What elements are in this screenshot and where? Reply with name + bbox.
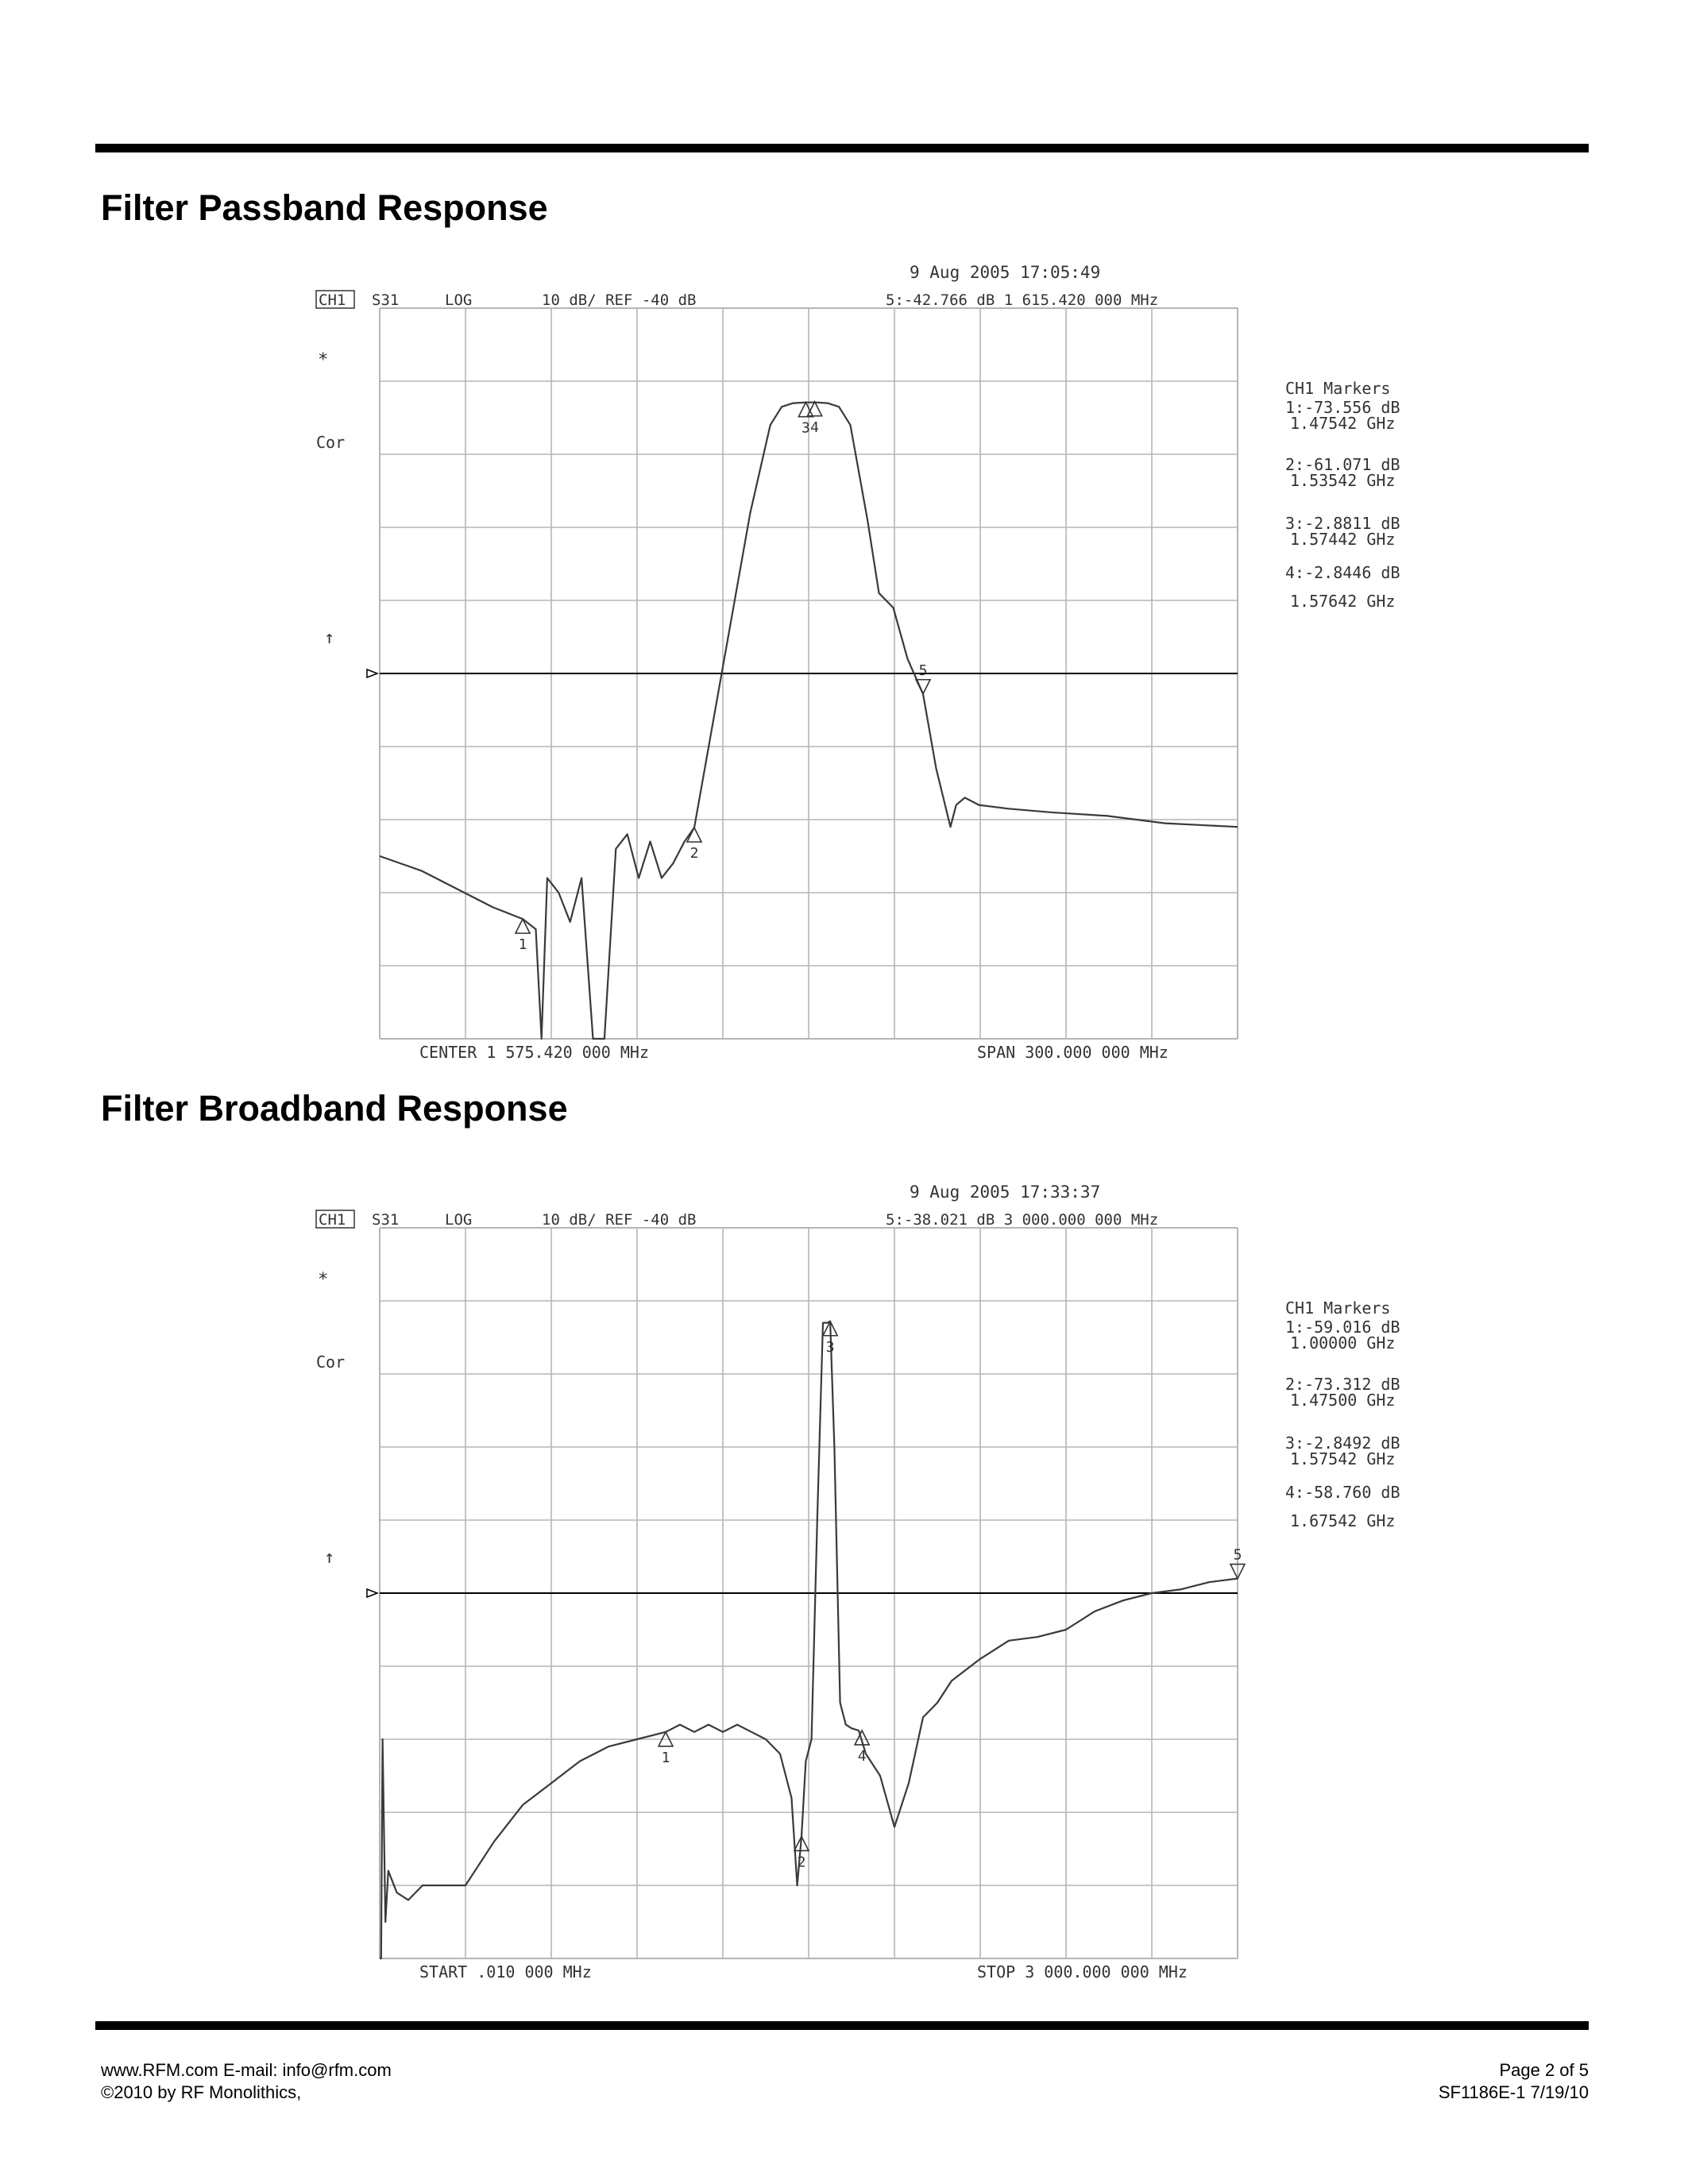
marker-4-frequency: 1.67542 GHz [1290, 1511, 1395, 1530]
footer-website-email: www.RFM.com E-mail: info@rfm.com [101, 2060, 392, 2080]
marker-3-frequency: 1.57442 GHz [1290, 530, 1395, 549]
correction-annotation: Cor [316, 433, 345, 452]
broadband-chart-svg: 9 Aug 2005 17:33:37 CH1 S31 LOG 10 dB/ REF -… [315, 1183, 1400, 1981]
marker-1-frequency: 1.00000 GHz [1290, 1333, 1395, 1352]
start-center-label: CENTER 1 575.420 000 MHz [419, 1043, 649, 1062]
scale-arrow-annotation: ↑ [324, 1548, 334, 1568]
footer-page-number: Page 2 of 5 [1499, 2060, 1589, 2080]
marker-4-value: 4:-58.760 dB [1285, 1483, 1400, 1502]
marker-2-frequency: 1.53542 GHz [1290, 471, 1395, 490]
active-marker-readout: 5:-38.021 dB 3 000.000 000 MHz [886, 1211, 1158, 1229]
footer-doc-id: SF1186E-1 7/19/10 [1438, 2082, 1589, 2102]
marker-1-triangle [657, 1731, 674, 1747]
markers-table-title: CH1 Markers [1285, 1298, 1390, 1318]
marker-3-value: 3:-2.8492 dB [1285, 1433, 1400, 1453]
passband-chart-svg: 9 Aug 2005 17:05:49 CH1 S31 LOG 10 dB/ REF -… [315, 263, 1400, 1062]
star-annotation: * [318, 1270, 328, 1290]
star-annotation: * [318, 350, 328, 370]
format-label: LOG [445, 291, 472, 309]
marker-3-frequency: 1.57542 GHz [1290, 1449, 1395, 1468]
marker-1-triangle [514, 917, 531, 934]
stop-span-label: STOP 3 000.000 000 MHz [977, 1962, 1188, 1981]
marker-4-label: 4 [810, 419, 819, 436]
marker-2-value: 2:-73.312 dB [1285, 1375, 1400, 1394]
format-label: LOG [445, 1211, 472, 1229]
scale-arrow-annotation: ↑ [324, 628, 334, 648]
marker-2-frequency: 1.47500 GHz [1290, 1391, 1395, 1410]
chart-timestamp: 9 Aug 2005 17:05:49 [910, 263, 1100, 282]
marker-5-label: 5 [1234, 1547, 1242, 1564]
response-trace [380, 1320, 1238, 1960]
reference-level-pointer [366, 668, 380, 679]
channel-box [315, 290, 355, 309]
marker-2-value: 2:-61.071 dB [1285, 455, 1400, 474]
marker-1-frequency: 1.47542 GHz [1290, 414, 1395, 433]
section-title-passband: Filter Passband Response [101, 187, 548, 228]
marker-3-triangle [798, 400, 814, 418]
correction-annotation: Cor [316, 1352, 345, 1372]
channel-label: CH1 [319, 1211, 346, 1229]
marker-4-value: 4:-2.8446 dB [1285, 563, 1400, 582]
section-title-broadband: Filter Broadband Response [101, 1088, 568, 1129]
marker-2-label: 2 [798, 1854, 806, 1870]
response-trace [379, 401, 1238, 1040]
marker-4-triangle [853, 1729, 871, 1746]
marker-5-label: 5 [919, 662, 928, 679]
marker-4-frequency: 1.57642 GHz [1290, 592, 1395, 611]
header-rule [95, 144, 1589, 152]
parameter-label: S31 [372, 291, 399, 309]
marker-1-label: 1 [519, 936, 527, 953]
marker-2-triangle [686, 826, 703, 843]
marker-1-value: 1:-73.556 dB [1285, 398, 1400, 417]
marker-1-label: 1 [662, 1750, 670, 1766]
parameter-label: S31 [372, 1211, 399, 1229]
channel-box [315, 1210, 355, 1229]
marker-3-value: 3:-2.8811 dB [1285, 514, 1400, 533]
marker-4-triangle [806, 399, 823, 417]
marker-3-label: 3 [826, 1339, 835, 1356]
marker-2-triangle [793, 1835, 810, 1852]
marker-3-triangle [821, 1319, 839, 1337]
chart-timestamp: 9 Aug 2005 17:33:37 [910, 1183, 1100, 1202]
scale-ref-label: 10 dB/ REF -40 dB [542, 1211, 696, 1229]
marker-4-label: 4 [858, 1748, 867, 1765]
marker-5-triangle [914, 678, 932, 696]
broadband-chart: 9 Aug 2005 17:33:37 CH1 S31 LOG 10 dB/ REF -… [294, 1174, 1430, 1984]
reference-level-pointer [366, 1588, 380, 1599]
active-marker-readout: 5:-42.766 dB 1 615.420 000 MHz [886, 291, 1158, 309]
marker-1-value: 1:-59.016 dB [1285, 1318, 1400, 1337]
start-center-label: START .010 000 MHz [419, 1962, 592, 1981]
stop-span-label: SPAN 300.000 000 MHz [977, 1043, 1168, 1062]
footer-copyright: ©2010 by RF Monolithics, [101, 2082, 302, 2102]
markers-table-title: CH1 Markers [1285, 379, 1390, 398]
marker-5-triangle [1229, 1563, 1246, 1580]
scale-ref-label: 10 dB/ REF -40 dB [542, 291, 696, 309]
passband-chart: 9 Aug 2005 17:05:49 CH1 S31 LOG 10 dB/ REF -… [294, 254, 1430, 1064]
marker-3-label: 3 [802, 420, 810, 437]
marker-2-label: 2 [690, 845, 699, 862]
footer-rule [95, 2021, 1589, 2030]
channel-label: CH1 [319, 291, 346, 309]
